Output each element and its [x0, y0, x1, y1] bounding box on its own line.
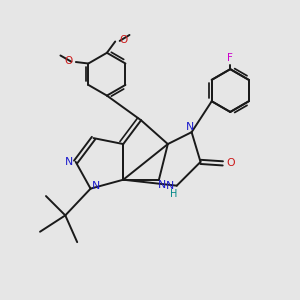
Text: N: N [166, 181, 174, 191]
Text: H: H [170, 189, 178, 199]
Text: O: O [227, 158, 236, 168]
Text: O: O [64, 56, 73, 66]
Text: O: O [119, 35, 128, 45]
Text: N: N [92, 181, 100, 191]
Text: F: F [227, 53, 233, 63]
Text: N: N [158, 180, 166, 190]
Text: N: N [186, 122, 194, 132]
Text: N: N [65, 157, 73, 167]
